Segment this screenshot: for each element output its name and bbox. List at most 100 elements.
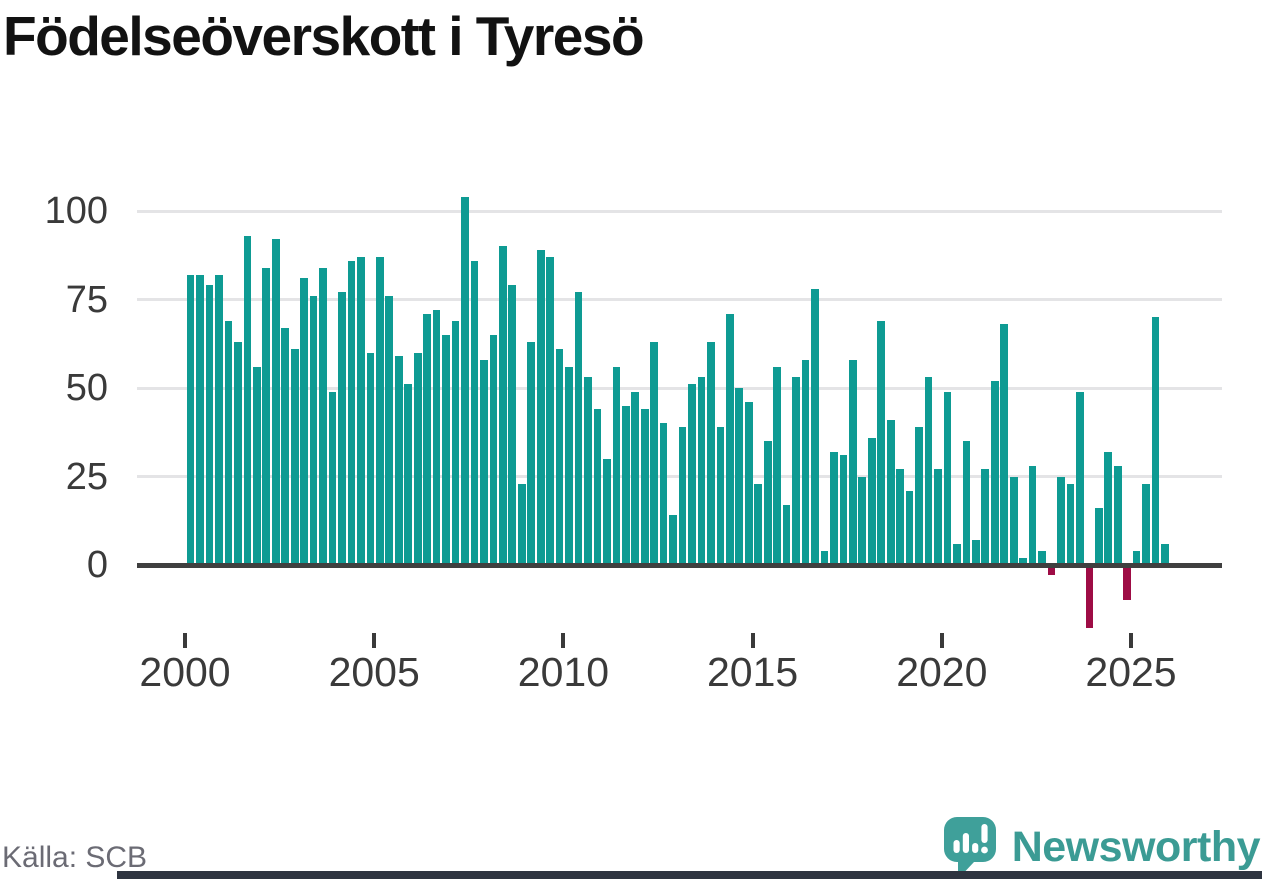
bar-2018-q3 bbox=[886, 419, 895, 565]
bar-2022-q1 bbox=[1019, 557, 1027, 565]
bar-2012-q2 bbox=[650, 341, 659, 565]
bar-2012-q3 bbox=[659, 423, 668, 565]
y-axis-label-75: 75 bbox=[65, 278, 108, 321]
bar-2020-q4 bbox=[971, 540, 980, 565]
bar-2011-q2 bbox=[612, 366, 621, 565]
bar-2014-q2 bbox=[726, 313, 734, 565]
bar-2000-q4 bbox=[215, 274, 223, 565]
bar-2002-q3 bbox=[281, 327, 290, 565]
bar-2019-q4 bbox=[934, 469, 942, 565]
bar-2010-q2 bbox=[574, 292, 583, 565]
bar-2001-q3 bbox=[243, 235, 252, 565]
bar-2016-q3 bbox=[811, 288, 819, 565]
gridline-50 bbox=[137, 386, 1222, 390]
bar-2021-q4 bbox=[1009, 476, 1018, 565]
y-axis-label-25: 25 bbox=[65, 455, 108, 498]
bar-2004-q4 bbox=[366, 352, 375, 565]
bar-2007-q2 bbox=[461, 196, 469, 565]
bar-2001-q2 bbox=[234, 341, 242, 565]
gridline-100 bbox=[137, 209, 1222, 213]
bar-2015-q2 bbox=[763, 441, 772, 565]
bar-2017-q3 bbox=[849, 359, 857, 565]
bar-2002-q4 bbox=[290, 349, 299, 565]
bar-2025-q3 bbox=[1151, 317, 1160, 565]
bar-2020-q2 bbox=[953, 543, 961, 565]
bar-2005-q3 bbox=[394, 356, 403, 565]
bar-2017-q1 bbox=[830, 451, 838, 565]
y-axis-label-100: 100 bbox=[44, 190, 108, 232]
bar-2010-q4 bbox=[593, 409, 602, 565]
bar-2008-q1 bbox=[489, 334, 498, 565]
bar-2023-q2 bbox=[1066, 483, 1075, 565]
bar-2023-q3 bbox=[1076, 391, 1084, 565]
bar-2015-q1 bbox=[754, 483, 763, 565]
bar-2019-q2 bbox=[915, 426, 923, 565]
bar-2008-q2 bbox=[498, 246, 507, 565]
bar-2024-q2 bbox=[1104, 451, 1113, 565]
bar-2001-q4 bbox=[253, 366, 261, 565]
x-axis-label-2010: 2010 bbox=[517, 649, 609, 695]
x-tick-2025 bbox=[1129, 633, 1133, 648]
x-axis-label-2005: 2005 bbox=[328, 649, 420, 695]
bar-2017-q2 bbox=[839, 455, 848, 565]
bar-2006-q1 bbox=[413, 352, 422, 565]
bar-2023-q4 bbox=[1085, 565, 1094, 629]
bar-2015-q4 bbox=[782, 504, 791, 565]
x-axis-label-2020: 2020 bbox=[896, 649, 988, 695]
bar-2023-q1 bbox=[1057, 476, 1065, 565]
bar-2020-q3 bbox=[962, 441, 971, 565]
bar-2024-q1 bbox=[1094, 508, 1103, 565]
bar-2013-q3 bbox=[697, 377, 706, 565]
footer-brand-bar bbox=[117, 871, 1262, 879]
bar-2001-q1 bbox=[224, 320, 233, 565]
bar-2021-q2 bbox=[990, 380, 999, 565]
bar-2003-q2 bbox=[309, 295, 318, 565]
bar-2009-q2 bbox=[536, 249, 545, 565]
bar-2015-q3 bbox=[773, 366, 781, 565]
page-title: Födelseöverskott i Tyresö bbox=[3, 5, 645, 67]
newsworthy-logo[interactable]: Newsworthy bbox=[943, 816, 1261, 879]
bar-2022-q3 bbox=[1038, 550, 1046, 565]
bar-2014-q4 bbox=[744, 402, 753, 565]
x-tick-2020 bbox=[939, 633, 944, 648]
newsworthy-speech-bubble-bar-chart-icon bbox=[943, 816, 996, 879]
x-axis-label-2015: 2015 bbox=[706, 649, 799, 695]
bar-2013-q2 bbox=[688, 384, 696, 565]
bar-2018-q1 bbox=[867, 437, 876, 565]
bar-2000-q1 bbox=[186, 274, 195, 565]
x-tick-2000 bbox=[183, 633, 187, 648]
x-axis-label-2025: 2025 bbox=[1085, 649, 1177, 695]
bar-2000-q3 bbox=[205, 285, 214, 565]
y-axis-label-50: 50 bbox=[65, 367, 108, 409]
bar-2024-q4 bbox=[1123, 565, 1132, 600]
bar-2003-q1 bbox=[300, 278, 308, 565]
bar-2002-q2 bbox=[271, 239, 280, 565]
bar-2005-q4 bbox=[404, 384, 413, 565]
bar-2007-q4 bbox=[480, 359, 488, 565]
gridline-75 bbox=[137, 298, 1222, 301]
bar-2021-q1 bbox=[981, 469, 990, 565]
bar-2012-q4 bbox=[669, 515, 677, 565]
bar-2005-q1 bbox=[376, 257, 384, 565]
bar-2024-q3 bbox=[1113, 465, 1122, 565]
bar-2010-q1 bbox=[565, 366, 573, 565]
bar-2020-q1 bbox=[943, 391, 952, 565]
x-tick-2010 bbox=[561, 633, 566, 648]
bar-2009-q1 bbox=[527, 341, 536, 565]
bar-2004-q3 bbox=[357, 257, 365, 565]
bar-2018-q2 bbox=[877, 320, 886, 565]
bar-2007-q1 bbox=[451, 320, 460, 565]
bar-2022-q2 bbox=[1028, 465, 1037, 565]
y-axis-label-0: 0 bbox=[86, 544, 108, 586]
source-attribution: Källa: SCB bbox=[2, 841, 148, 874]
bar-2022-q4 bbox=[1047, 565, 1056, 576]
bar-2008-q3 bbox=[508, 285, 517, 565]
bar-2019-q3 bbox=[924, 377, 933, 565]
bar-2017-q4 bbox=[858, 476, 867, 565]
bar-2006-q4 bbox=[442, 334, 450, 565]
bar-2007-q3 bbox=[470, 260, 479, 565]
bar-2018-q4 bbox=[896, 469, 904, 565]
x-axis-label-2000: 2000 bbox=[139, 649, 231, 695]
